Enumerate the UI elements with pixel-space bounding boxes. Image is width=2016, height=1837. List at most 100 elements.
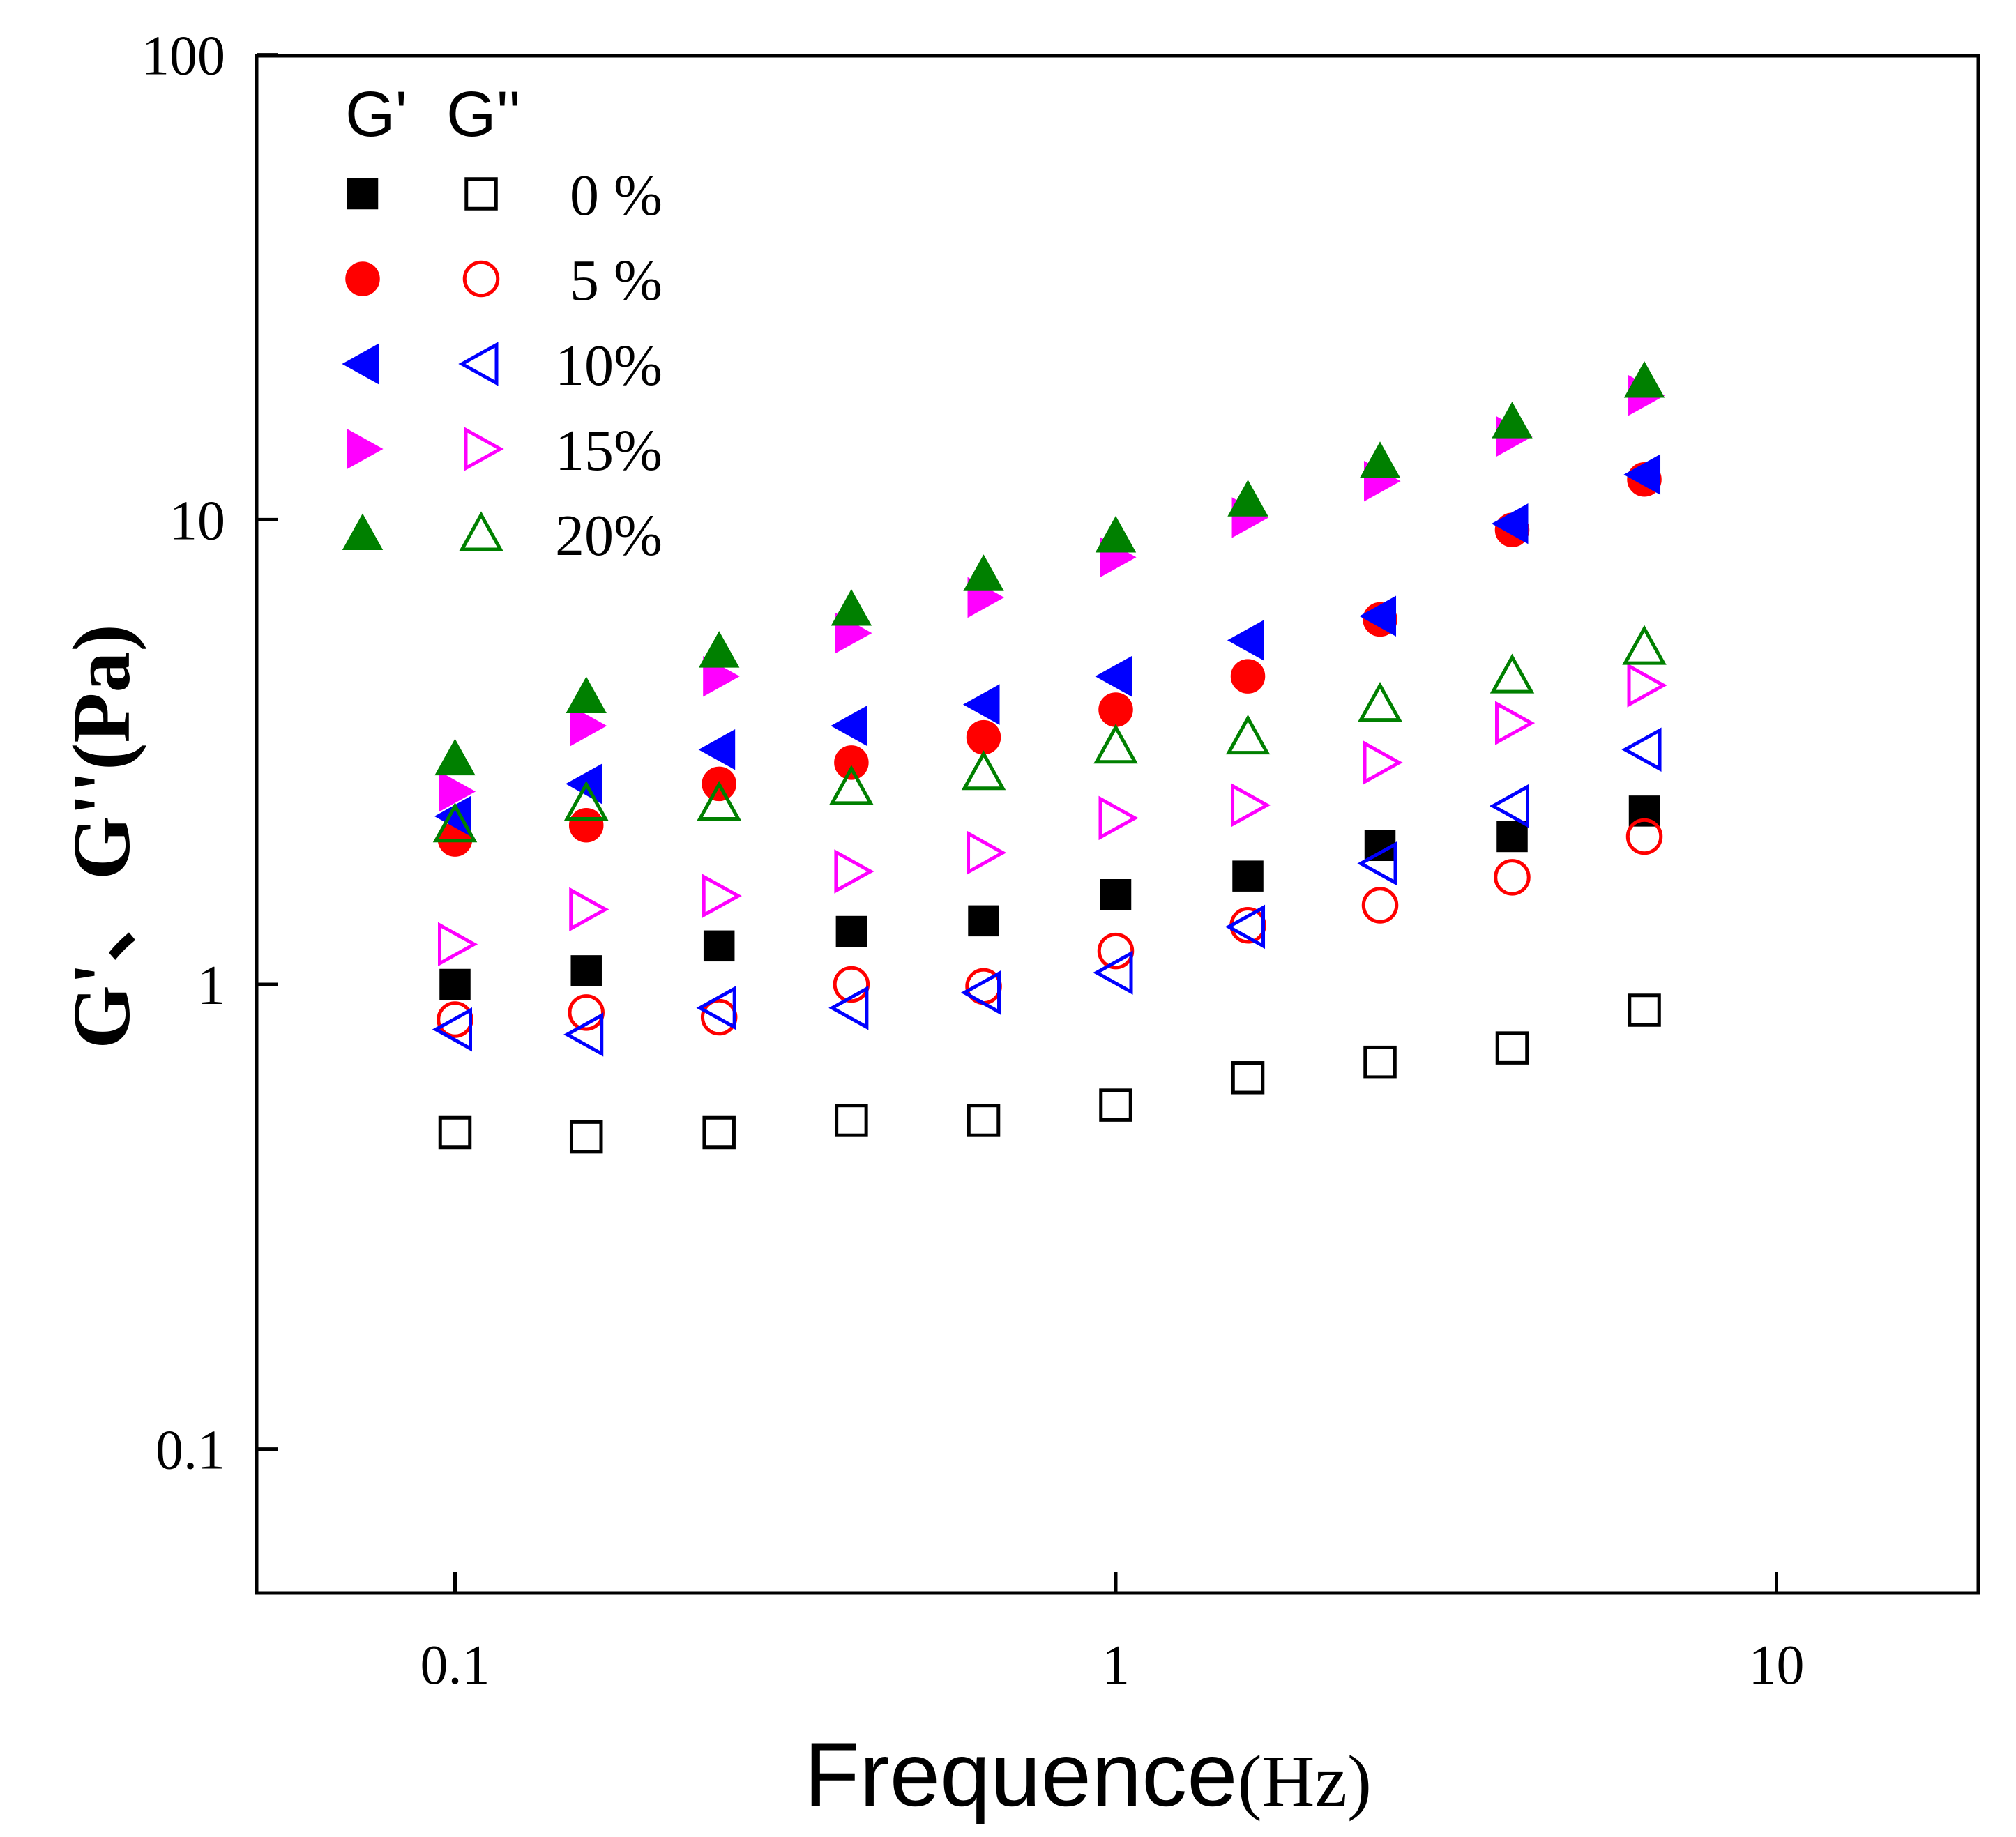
legend-label: 20% bbox=[555, 503, 662, 568]
data-point bbox=[569, 887, 609, 932]
data-point bbox=[1625, 818, 1663, 855]
data-point bbox=[1494, 859, 1531, 896]
data-point bbox=[828, 985, 869, 1030]
legend-rows: 0 % 5 % 10% 15% 20% bbox=[342, 163, 662, 568]
data-point bbox=[961, 750, 1006, 791]
data-point bbox=[698, 729, 736, 770]
legend-storage-marker bbox=[342, 513, 384, 550]
data-point bbox=[831, 705, 867, 747]
data-point bbox=[1095, 655, 1132, 697]
y-tick-label: 0.1 bbox=[156, 1420, 225, 1481]
data-point bbox=[835, 1104, 868, 1137]
data-marks-layer bbox=[432, 360, 1667, 1154]
x-axis-title-main: Frequence bbox=[804, 1723, 1238, 1825]
legend-header-storage: G' bbox=[345, 79, 407, 150]
data-point bbox=[1363, 1045, 1397, 1079]
data-point bbox=[570, 955, 602, 986]
legend: G' G'' 0 % 5 % 10% 15% 20% bbox=[342, 79, 662, 568]
data-point bbox=[1093, 950, 1133, 995]
data-point bbox=[698, 631, 740, 668]
legend-storage-marker bbox=[347, 178, 379, 210]
x-tick-label: 0.1 bbox=[420, 1635, 490, 1696]
series-20pct-storage bbox=[434, 360, 1665, 776]
data-point bbox=[697, 780, 741, 821]
data-point bbox=[1227, 620, 1264, 661]
data-point bbox=[1495, 1031, 1529, 1065]
legend-storage-marker bbox=[345, 261, 380, 296]
series-15pct-loss bbox=[438, 663, 1667, 967]
data-point bbox=[968, 905, 999, 937]
legend-row: 15% bbox=[347, 418, 662, 483]
data-point bbox=[566, 763, 602, 805]
data-point bbox=[1357, 841, 1397, 886]
legend-label: 10% bbox=[555, 333, 662, 398]
data-point bbox=[1230, 659, 1266, 694]
data-point bbox=[1628, 993, 1661, 1027]
data-point bbox=[1489, 784, 1529, 828]
data-point bbox=[434, 738, 476, 776]
data-point bbox=[1225, 904, 1266, 950]
data-point bbox=[1359, 595, 1397, 637]
data-point bbox=[1492, 402, 1533, 439]
data-point bbox=[1227, 480, 1268, 517]
legend-loss-marker bbox=[458, 342, 499, 386]
data-point bbox=[439, 771, 476, 812]
data-point bbox=[1093, 724, 1138, 764]
data-point bbox=[569, 1120, 603, 1154]
series-0pct-storage bbox=[439, 795, 1660, 1000]
data-point bbox=[563, 780, 609, 821]
y-axis-title: G'、G''(Pa) bbox=[56, 624, 147, 1049]
data-point bbox=[568, 994, 605, 1031]
series-10pct-storage bbox=[434, 454, 1661, 837]
data-point bbox=[1494, 701, 1536, 745]
data-point bbox=[1225, 715, 1271, 755]
data-point bbox=[563, 1012, 604, 1057]
data-point bbox=[835, 915, 867, 947]
data-point bbox=[1623, 454, 1661, 495]
data-point bbox=[570, 705, 607, 747]
data-point bbox=[1622, 625, 1667, 665]
legend-loss-marker bbox=[464, 177, 498, 211]
data-point bbox=[1098, 692, 1133, 727]
data-point bbox=[1627, 663, 1667, 708]
data-point bbox=[432, 802, 478, 843]
data-point bbox=[696, 985, 736, 1030]
legend-loss-marker bbox=[464, 427, 504, 471]
series-20pct-loss bbox=[432, 625, 1667, 843]
legend-storage-marker bbox=[342, 343, 379, 385]
legend-row: 5 % bbox=[345, 248, 662, 313]
data-point bbox=[834, 745, 869, 780]
y-tick-label: 100 bbox=[142, 26, 225, 87]
x-tick-label: 10 bbox=[1749, 1635, 1805, 1696]
data-point bbox=[438, 1115, 472, 1150]
data-point bbox=[1231, 1061, 1265, 1095]
legend-row: 0 % bbox=[347, 163, 662, 228]
data-point bbox=[702, 1115, 736, 1150]
legend-label: 15% bbox=[555, 418, 662, 483]
data-point bbox=[1100, 879, 1132, 910]
x-axis-title: Frequence(Hz) bbox=[804, 1723, 1372, 1825]
x-tick-label: 1 bbox=[1102, 1635, 1130, 1696]
data-point bbox=[967, 830, 1007, 875]
data-point bbox=[439, 968, 471, 1000]
legend-loss-marker bbox=[459, 511, 503, 551]
data-point bbox=[566, 676, 607, 713]
data-point bbox=[966, 719, 1001, 755]
data-point bbox=[1623, 360, 1665, 398]
legend-label: 5 % bbox=[570, 248, 662, 313]
x-axis-title-unit: (Hz) bbox=[1238, 1740, 1372, 1822]
data-point bbox=[1491, 503, 1529, 544]
y-tick-label: 1 bbox=[197, 955, 225, 1016]
legend-header-loss: G'' bbox=[446, 79, 521, 150]
data-point bbox=[831, 588, 872, 626]
data-point bbox=[962, 684, 1000, 725]
data-point bbox=[1095, 515, 1137, 553]
data-point bbox=[1490, 653, 1535, 694]
plot-frame bbox=[255, 54, 1980, 1595]
data-point bbox=[1098, 795, 1139, 841]
legend-label: 0 % bbox=[570, 163, 662, 228]
data-point bbox=[1621, 727, 1662, 772]
series-5pct-loss bbox=[437, 818, 1663, 1038]
data-point bbox=[1359, 441, 1401, 478]
data-point bbox=[1099, 1088, 1132, 1122]
